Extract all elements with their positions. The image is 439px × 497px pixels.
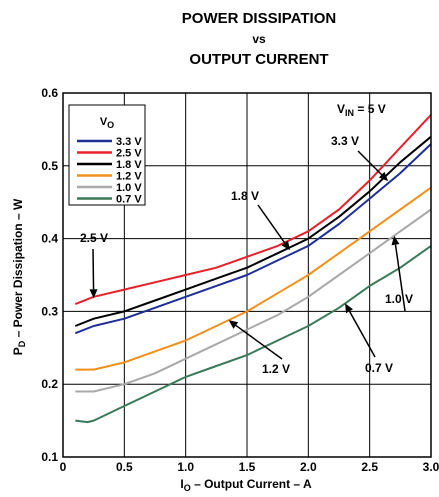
- x-tick-label-3: 1.5: [239, 460, 256, 474]
- x-tick-label-2: 1.0: [177, 460, 194, 474]
- legend-label-1-2-V: 1.2 V: [116, 171, 142, 183]
- annotation-label-1-8v: 1.8 V: [231, 189, 259, 203]
- y-axis-label-main: P: [11, 347, 25, 355]
- y-tick-label-0: 0.1: [41, 450, 58, 464]
- annotation-arrow-1-0-V: [394, 244, 406, 312]
- x-axis-label: IO – Output Current – A: [180, 477, 312, 493]
- annotation-arrowhead-0-7-V: [345, 303, 353, 314]
- legend-label-1-0-V: 1.0 V: [116, 182, 142, 194]
- legend-title-main: V: [100, 116, 108, 128]
- x-axis-label-sub: O: [184, 483, 191, 493]
- annotation-label-2-5v: 2.5 V: [80, 231, 108, 245]
- annotation-arrowhead-1-0-V: [391, 235, 400, 246]
- legend-label-1-8-V: 1.8 V: [116, 159, 142, 171]
- annotation-arrow-3-3-V: [357, 150, 383, 176]
- legend-title-sub: O: [107, 120, 114, 130]
- series-line-0-7-V: [75, 245, 432, 424]
- y-tick-labels: 0.1 0.2 0.3 0.4 0.5 0.6: [41, 86, 58, 464]
- series-line-1-0-V: [75, 208, 432, 393]
- series-line-1-2-V: [75, 186, 432, 371]
- annotation-arrow-2-5-V: [92, 248, 95, 290]
- y-tick-label-1: 0.2: [41, 377, 58, 391]
- series-line-1-8-V: [74, 135, 432, 327]
- legend: VO 3.3 V2.5 V1.8 V1.2 V1.0 V0.7 V: [68, 104, 146, 206]
- condition-main: V: [337, 102, 345, 116]
- annotation-arrowhead-3-3-V: [378, 171, 389, 182]
- annotation-label-3-3v: 3.3 V: [331, 134, 359, 148]
- x-tick-label-5: 2.5: [361, 460, 378, 474]
- plot-frame: [62, 92, 432, 458]
- annotation-arrowhead-2-5-V: [89, 289, 98, 299]
- title-line-2: vs: [252, 32, 266, 46]
- y-tick-label-5: 0.6: [41, 86, 58, 100]
- y-tick-label-3: 0.4: [41, 232, 58, 246]
- y-axis-label-sub: D: [17, 340, 27, 347]
- series-lines: [74, 114, 432, 424]
- title-line-3: OUTPUT CURRENT: [189, 51, 328, 68]
- x-tick-label-1: 0.5: [116, 460, 133, 474]
- legend-box: [68, 104, 146, 206]
- series-line-2-5-V: [74, 114, 432, 306]
- chart-title: POWER DISSIPATION vs OUTPUT CURRENT: [182, 10, 336, 68]
- series-line-3-3-V: [74, 143, 432, 335]
- legend-label-2-5-V: 2.5 V: [116, 148, 142, 160]
- x-tick-label-0: 0: [60, 460, 67, 474]
- condition-sub: IN: [345, 108, 354, 118]
- x-axis-label-main: I: [180, 477, 183, 491]
- x-tick-label-4: 2.0: [300, 460, 317, 474]
- annotation-arrow-0-7-V: [348, 310, 376, 358]
- annotation-arrows: [89, 150, 406, 360]
- legend-label-0-7-V: 0.7 V: [116, 194, 142, 206]
- y-tick-label-4: 0.5: [41, 159, 58, 173]
- annotation-label-0-7v: 0.7 V: [365, 361, 393, 375]
- y-tick-label-2: 0.3: [41, 304, 58, 318]
- x-axis-label-rest: – Output Current – A: [191, 477, 312, 491]
- legend-entries: 3.3 V2.5 V1.8 V1.2 V1.0 V0.7 V: [77, 136, 142, 206]
- annotations: 2.5 V 1.8 V 3.3 V 1.0 V 1.2 V 0.7 V: [80, 134, 413, 376]
- x-tick-label-6: 3.0: [423, 460, 439, 474]
- annotation-label-1-0v: 1.0 V: [385, 292, 413, 306]
- legend-title: VO: [100, 116, 114, 130]
- title-line-1: POWER DISSIPATION: [182, 10, 336, 27]
- legend-label-3-3-V: 3.3 V: [116, 136, 142, 148]
- annotation-arrowhead-1-2-V: [228, 320, 239, 329]
- annotation-arrow-1-8-V: [257, 204, 286, 244]
- y-axis-label: PD – Power Dissipation – W: [11, 198, 27, 355]
- condition-rest: = 5 V: [354, 102, 386, 116]
- x-tick-labels: 0 0.5 1.0 1.5 2.0 2.5 3.0: [60, 460, 439, 474]
- condition-label: VIN = 5 V: [337, 102, 386, 118]
- annotation-label-1-2v: 1.2 V: [262, 362, 290, 376]
- y-axis-label-rest: – Power Dissipation – W: [11, 198, 25, 341]
- annotation-arrowhead-1-8-V: [281, 240, 290, 251]
- annotation-arrow-1-2-V: [235, 324, 283, 360]
